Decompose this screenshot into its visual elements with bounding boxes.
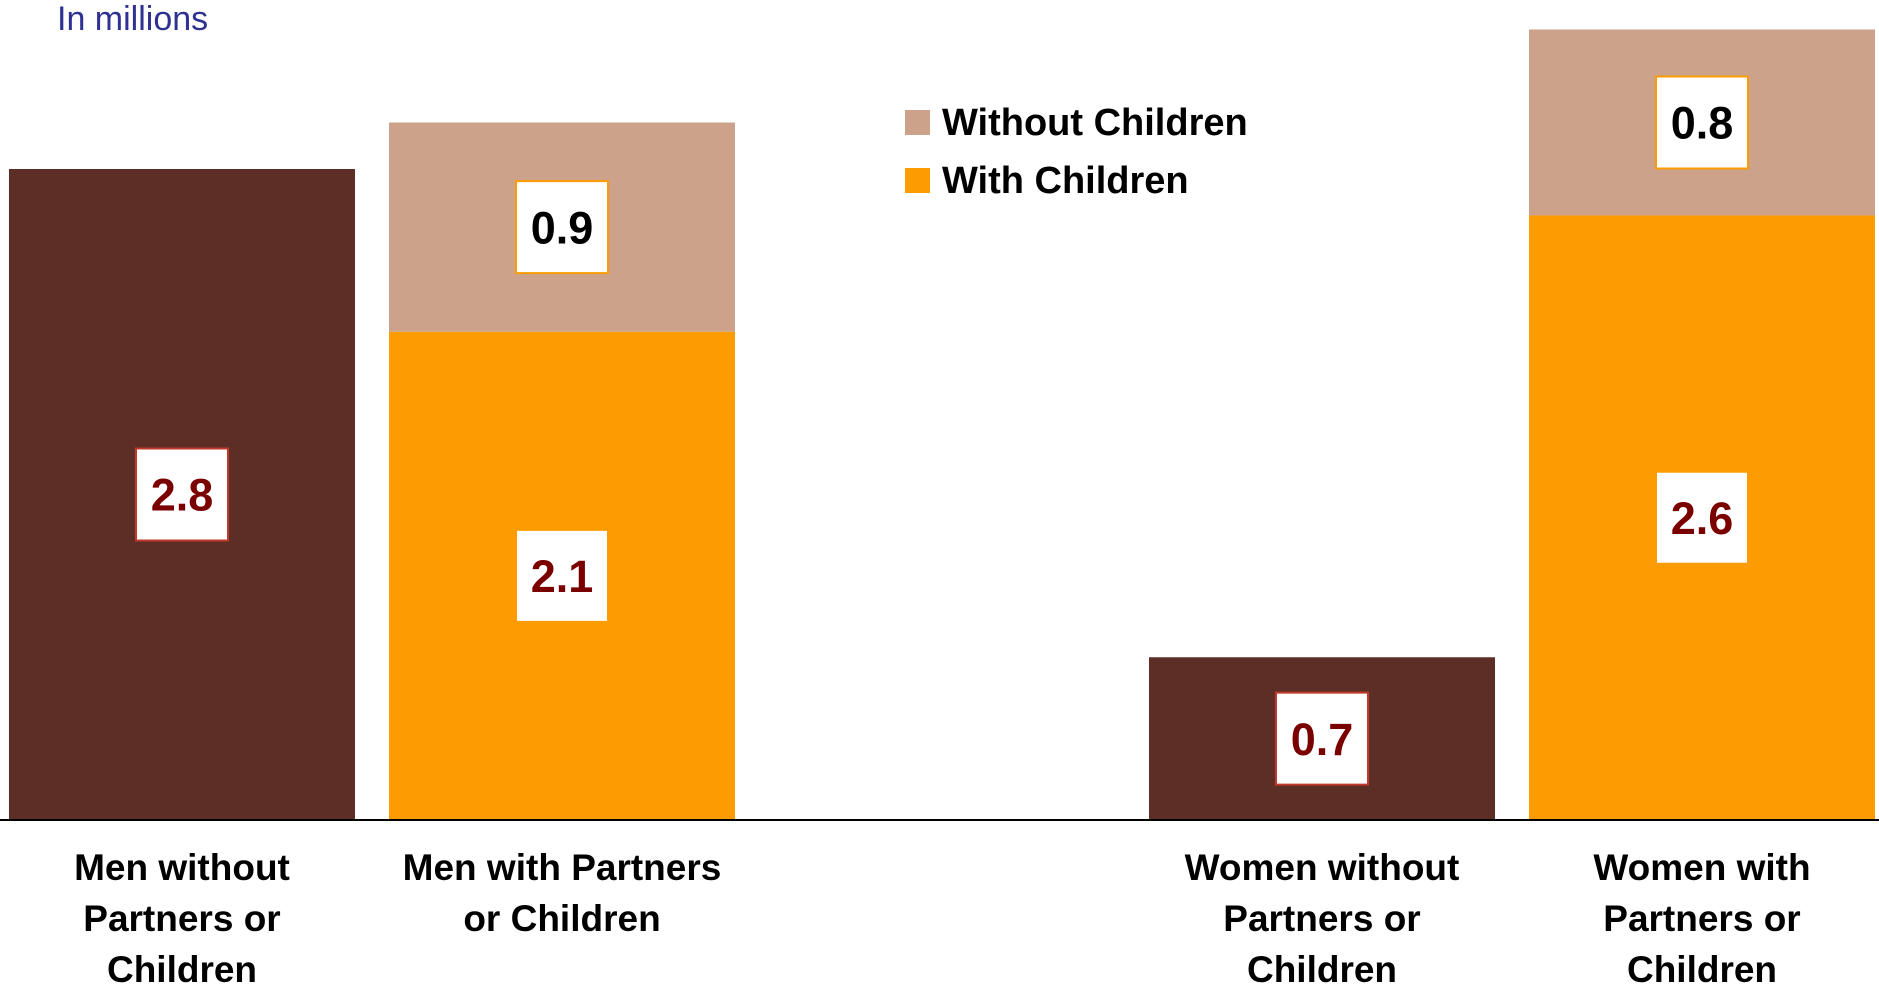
legend-label-without-children: Without Children [942,102,1248,144]
legend-label-with-children: With Children [942,160,1189,202]
category-label-3: Women without Partners or Children [1185,847,1460,989]
data-label-series-0-3: 0.7 [1291,714,1354,765]
category-labels: Men without Partners or Children Men with P… [74,847,1811,989]
legend: Without Children With Children [905,102,1248,202]
data-label-without-children-4: 0.8 [1671,98,1734,149]
data-label-box-without-children-4 [1655,75,1749,170]
category-label-0: Men without Partners or Children [74,847,290,989]
data-label-box-with-children-4 [1655,470,1749,565]
data-label-box-with-children-1 [515,528,609,623]
category-label-4: Women with Partners or Children [1593,847,1810,989]
data-label-with-children-1: 2.1 [531,551,594,602]
data-label-box-without-children-1 [515,180,609,275]
data-label-series-0-0: 2.8 [151,470,214,521]
data-label-box-series-0-3 [1275,691,1369,786]
legend-swatch-without-children [905,110,930,135]
legend-swatch-with-children [905,168,930,193]
data-label-without-children-1: 0.9 [531,202,594,253]
data-label-box-series-0-0 [135,447,229,542]
category-label-1: Men with Partners or Children [403,847,722,939]
bars-group: 2.8 0.7 2.1 2.6 0.9 0.8 [9,29,1875,820]
data-label-with-children-4: 2.6 [1671,493,1734,544]
unit-note: In millions [57,0,208,38]
